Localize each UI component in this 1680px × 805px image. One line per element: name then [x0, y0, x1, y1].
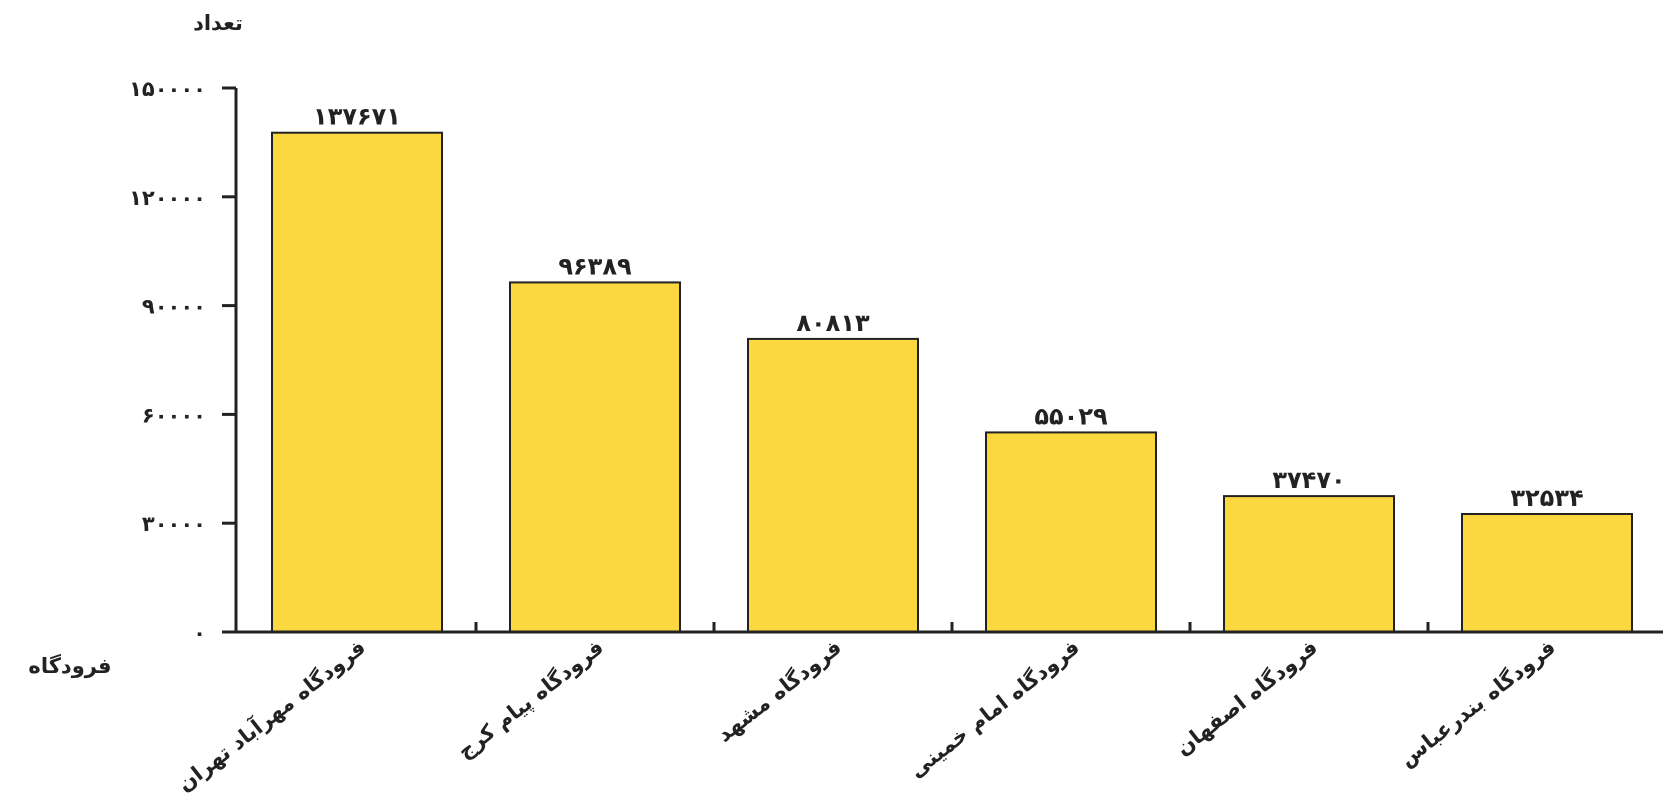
y-axis-title: تعداد: [193, 11, 243, 35]
x-tick-label: فرودگاه بندرعباس: [1394, 634, 1560, 771]
axes-layer: [234, 88, 1663, 634]
y-tick-label: ٠: [193, 621, 206, 645]
y-tick-label: ۶٠٠٠٠: [142, 403, 206, 427]
bar-value-label: ٣٧۴٧٠: [1272, 466, 1345, 494]
x-tick-labels: فرودگاه مهرآباد تهران فرودگاه پیام کرج فرو…: [172, 634, 1560, 796]
bar-value-label: ٨٠٨١٣: [796, 309, 870, 337]
x-tick-label: فرودگاه مهرآباد تهران: [172, 634, 370, 796]
bar-value-label: ٩۶٣٨٩: [558, 252, 632, 280]
y-ticks: ٠ ٣٠٠٠٠ ۶٠٠٠٠ ٩٠٠٠٠ ١٢٠٠٠٠ ١۵٠٠٠٠: [129, 77, 236, 645]
bars-layer: [271, 131, 1633, 634]
bar-value-label: ١٣٧۶٧١: [313, 103, 401, 131]
y-tick-label: ١۵٠٠٠٠: [129, 77, 206, 101]
bar: [1223, 495, 1395, 633]
bar: [747, 337, 919, 633]
x-tick-label: فرودگاه اصفهان: [1171, 634, 1323, 760]
y-tick-label: ٣٠٠٠٠: [142, 512, 206, 536]
x-axis-title: فرودگاه: [28, 653, 111, 678]
y-tick-label: ٩٠٠٠٠: [142, 295, 206, 319]
bar: [509, 281, 681, 633]
x-ticks: [474, 622, 1430, 632]
bar-value-label: ٣٢۵٣۴: [1510, 484, 1583, 512]
bar: [271, 131, 443, 634]
x-tick-label: فرودگاه مشهد: [712, 634, 846, 747]
bar: [1461, 513, 1633, 633]
x-tick-label: فرودگاه پیام کرج: [452, 634, 608, 764]
value-labels: ١٣٧۶٧١ ٩۶٣٨٩ ٨٠٨١٣ ۵۵٠٢٩ ٣٧۴٧٠ ٣٢۵٣۴: [313, 103, 1584, 512]
x-tick-label: فرودگاه امام خمینی: [904, 634, 1084, 782]
y-tick-label: ١٢٠٠٠٠: [129, 186, 206, 210]
bar-value-label: ۵۵٠٢٩: [1034, 402, 1108, 430]
bar: [985, 431, 1157, 633]
